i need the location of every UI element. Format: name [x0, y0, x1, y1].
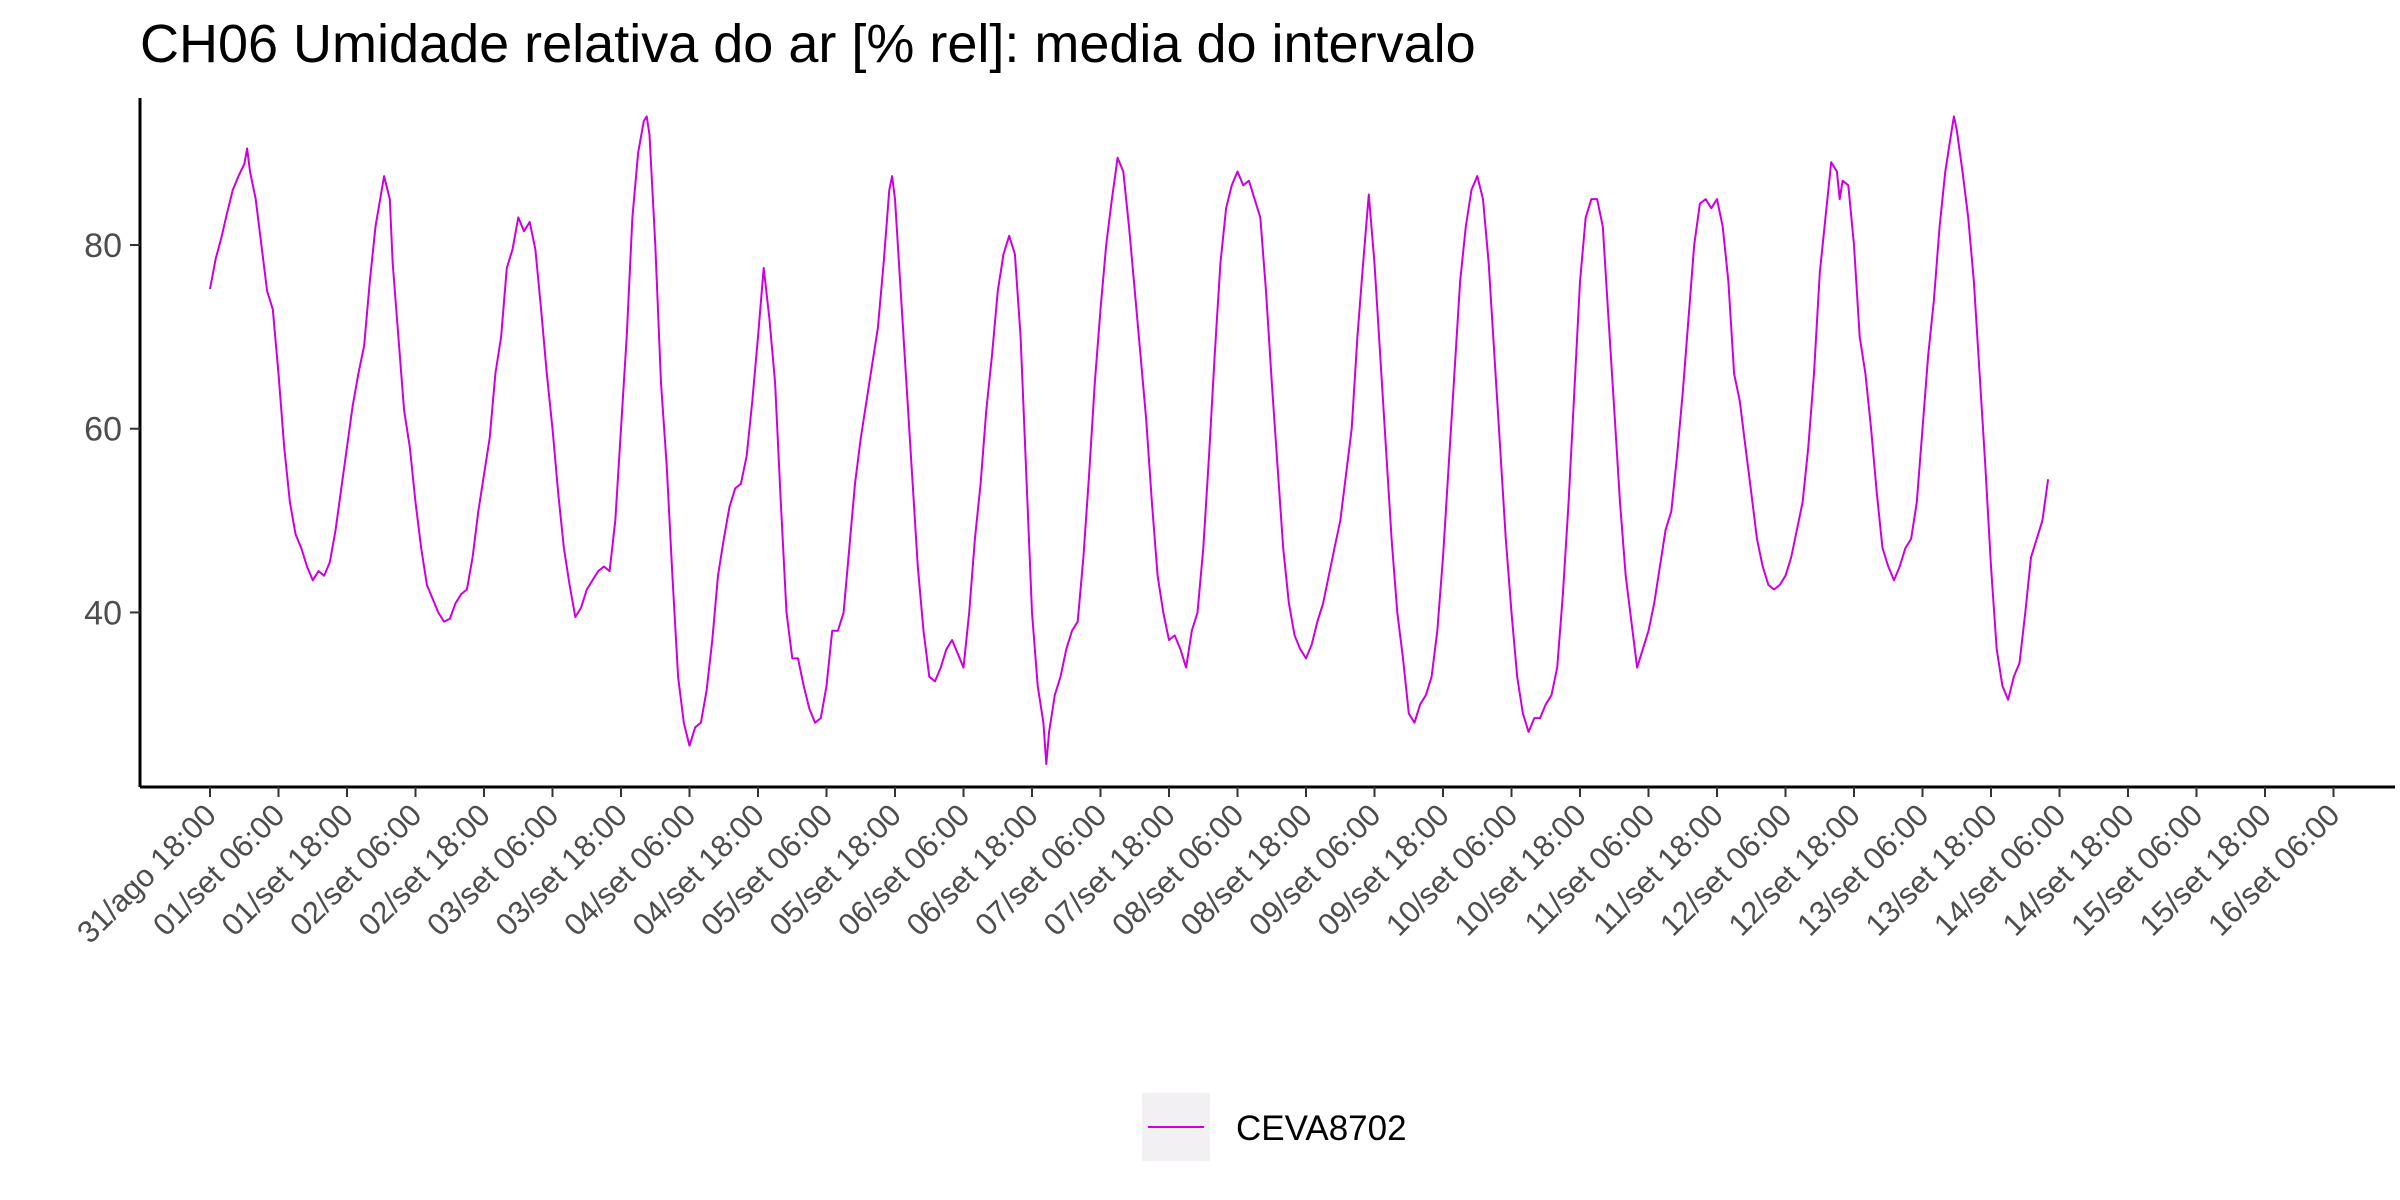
chart-title: CH06 Umidade relativa do ar [% rel]: med…	[140, 14, 1476, 74]
y-tick-label: 60	[84, 411, 122, 449]
y-tick-label: 80	[84, 227, 122, 265]
series-layer	[209, 115, 2050, 765]
series-line-ceva8702	[209, 115, 2050, 765]
legend: CEVA8702	[1142, 1093, 1407, 1161]
legend-label: CEVA8702	[1236, 1109, 1407, 1148]
y-tick-label: 40	[84, 594, 122, 632]
axes	[138, 98, 2395, 789]
y-axis-ticks: 40 60 80	[84, 227, 140, 632]
